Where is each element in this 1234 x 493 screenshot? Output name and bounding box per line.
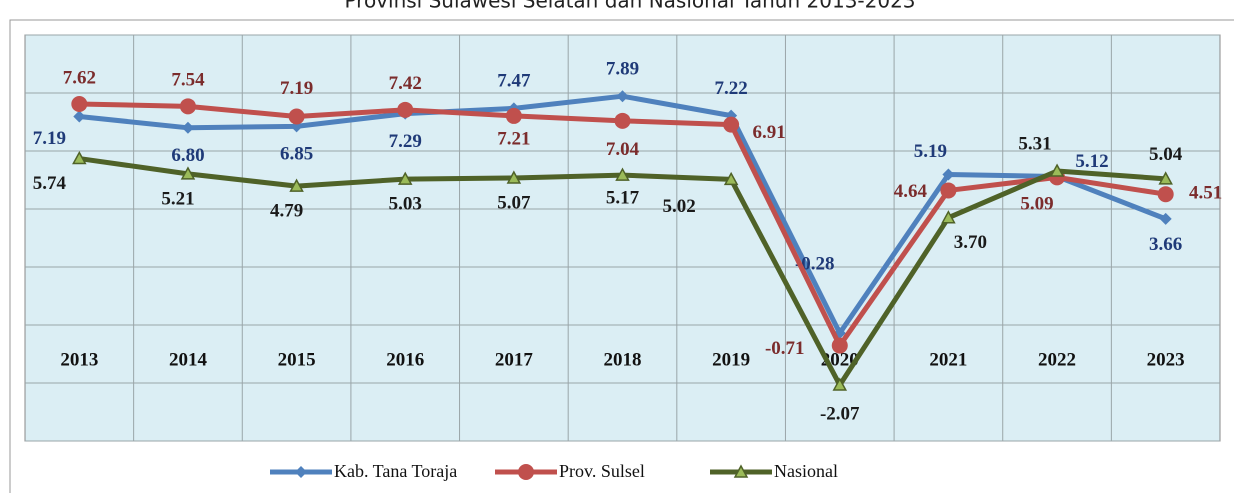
data-label: 6.80 bbox=[171, 145, 204, 166]
marker bbox=[1157, 186, 1174, 203]
marker bbox=[723, 171, 739, 186]
data-label: 4.64 bbox=[894, 181, 928, 202]
data-label: 3.70 bbox=[954, 232, 987, 253]
x-tick-label: 2015 bbox=[278, 349, 316, 370]
data-label: 7.54 bbox=[171, 70, 205, 91]
data-label: 5.74 bbox=[33, 173, 67, 194]
marker bbox=[733, 464, 749, 478]
marker bbox=[181, 121, 194, 134]
data-label: 5.04 bbox=[1149, 144, 1183, 165]
legend-label: Nasional bbox=[774, 461, 838, 481]
x-tick-label: 2023 bbox=[1147, 349, 1185, 370]
data-label: 5.12 bbox=[1075, 151, 1108, 172]
data-label: 4.79 bbox=[270, 200, 303, 221]
data-label: 7.47 bbox=[497, 71, 531, 92]
data-label: -0.71 bbox=[765, 338, 805, 359]
x-tick-label: 2013 bbox=[60, 349, 98, 370]
marker bbox=[1049, 163, 1065, 177]
marker bbox=[942, 168, 955, 181]
data-label: 5.17 bbox=[606, 187, 640, 208]
data-label: 7.62 bbox=[63, 67, 96, 88]
marker bbox=[73, 110, 86, 123]
data-label: 7.89 bbox=[606, 59, 639, 80]
x-tick-label: 2014 bbox=[169, 349, 208, 370]
data-label: 7.29 bbox=[389, 131, 422, 152]
data-label: -2.07 bbox=[820, 403, 860, 424]
marker bbox=[832, 377, 848, 391]
marker bbox=[831, 337, 848, 354]
marker bbox=[397, 171, 413, 185]
x-tick-label: 2016 bbox=[386, 349, 424, 370]
marker bbox=[518, 464, 534, 480]
data-label: 5.02 bbox=[663, 196, 696, 217]
marker bbox=[71, 96, 88, 113]
marker bbox=[72, 150, 87, 165]
marker bbox=[180, 166, 196, 180]
plot-area bbox=[24, 34, 1221, 442]
data-label: 5.31 bbox=[1018, 133, 1051, 154]
data-label: 4.51 bbox=[1189, 183, 1222, 204]
marker bbox=[614, 112, 631, 129]
marker bbox=[179, 98, 196, 115]
data-label: 7.42 bbox=[389, 73, 422, 94]
marker bbox=[505, 107, 522, 124]
x-tick-label: 2017 bbox=[495, 349, 534, 370]
marker bbox=[723, 116, 740, 133]
data-label: 6.91 bbox=[753, 122, 786, 143]
data-label: 7.19 bbox=[33, 128, 66, 149]
x-tick-label: 2022 bbox=[1038, 349, 1076, 370]
marker bbox=[1158, 171, 1173, 185]
data-label: 5.07 bbox=[497, 192, 531, 213]
data-label: 5.09 bbox=[1020, 194, 1053, 215]
data-label: 7.04 bbox=[606, 139, 640, 160]
x-tick-label: 2018 bbox=[604, 349, 642, 370]
data-label: 3.66 bbox=[1149, 234, 1182, 255]
marker bbox=[1159, 212, 1172, 225]
data-label: 7.19 bbox=[280, 78, 313, 99]
marker bbox=[941, 210, 956, 224]
data-label: 7.21 bbox=[497, 128, 530, 149]
marker bbox=[397, 101, 414, 118]
marker bbox=[940, 182, 957, 199]
x-tick-label: 2021 bbox=[929, 349, 967, 370]
data-label: 5.21 bbox=[161, 188, 194, 209]
legend-label: Prov. Sulsel bbox=[559, 461, 645, 481]
data-label: 6.85 bbox=[280, 144, 313, 165]
marker bbox=[615, 167, 630, 181]
data-label: 7.22 bbox=[715, 78, 748, 99]
marker bbox=[506, 170, 522, 184]
marker bbox=[616, 90, 629, 103]
data-label: 5.19 bbox=[914, 141, 947, 162]
legend-label: Kab. Tana Toraja bbox=[334, 461, 457, 481]
marker bbox=[289, 178, 304, 192]
x-tick-label: 2019 bbox=[712, 349, 750, 370]
chart-title: Provinsi Sulawesi Selatan dan Nasional T… bbox=[344, 0, 915, 13]
data-label: 5.03 bbox=[389, 193, 422, 214]
marker bbox=[295, 466, 307, 478]
marker bbox=[288, 108, 305, 125]
